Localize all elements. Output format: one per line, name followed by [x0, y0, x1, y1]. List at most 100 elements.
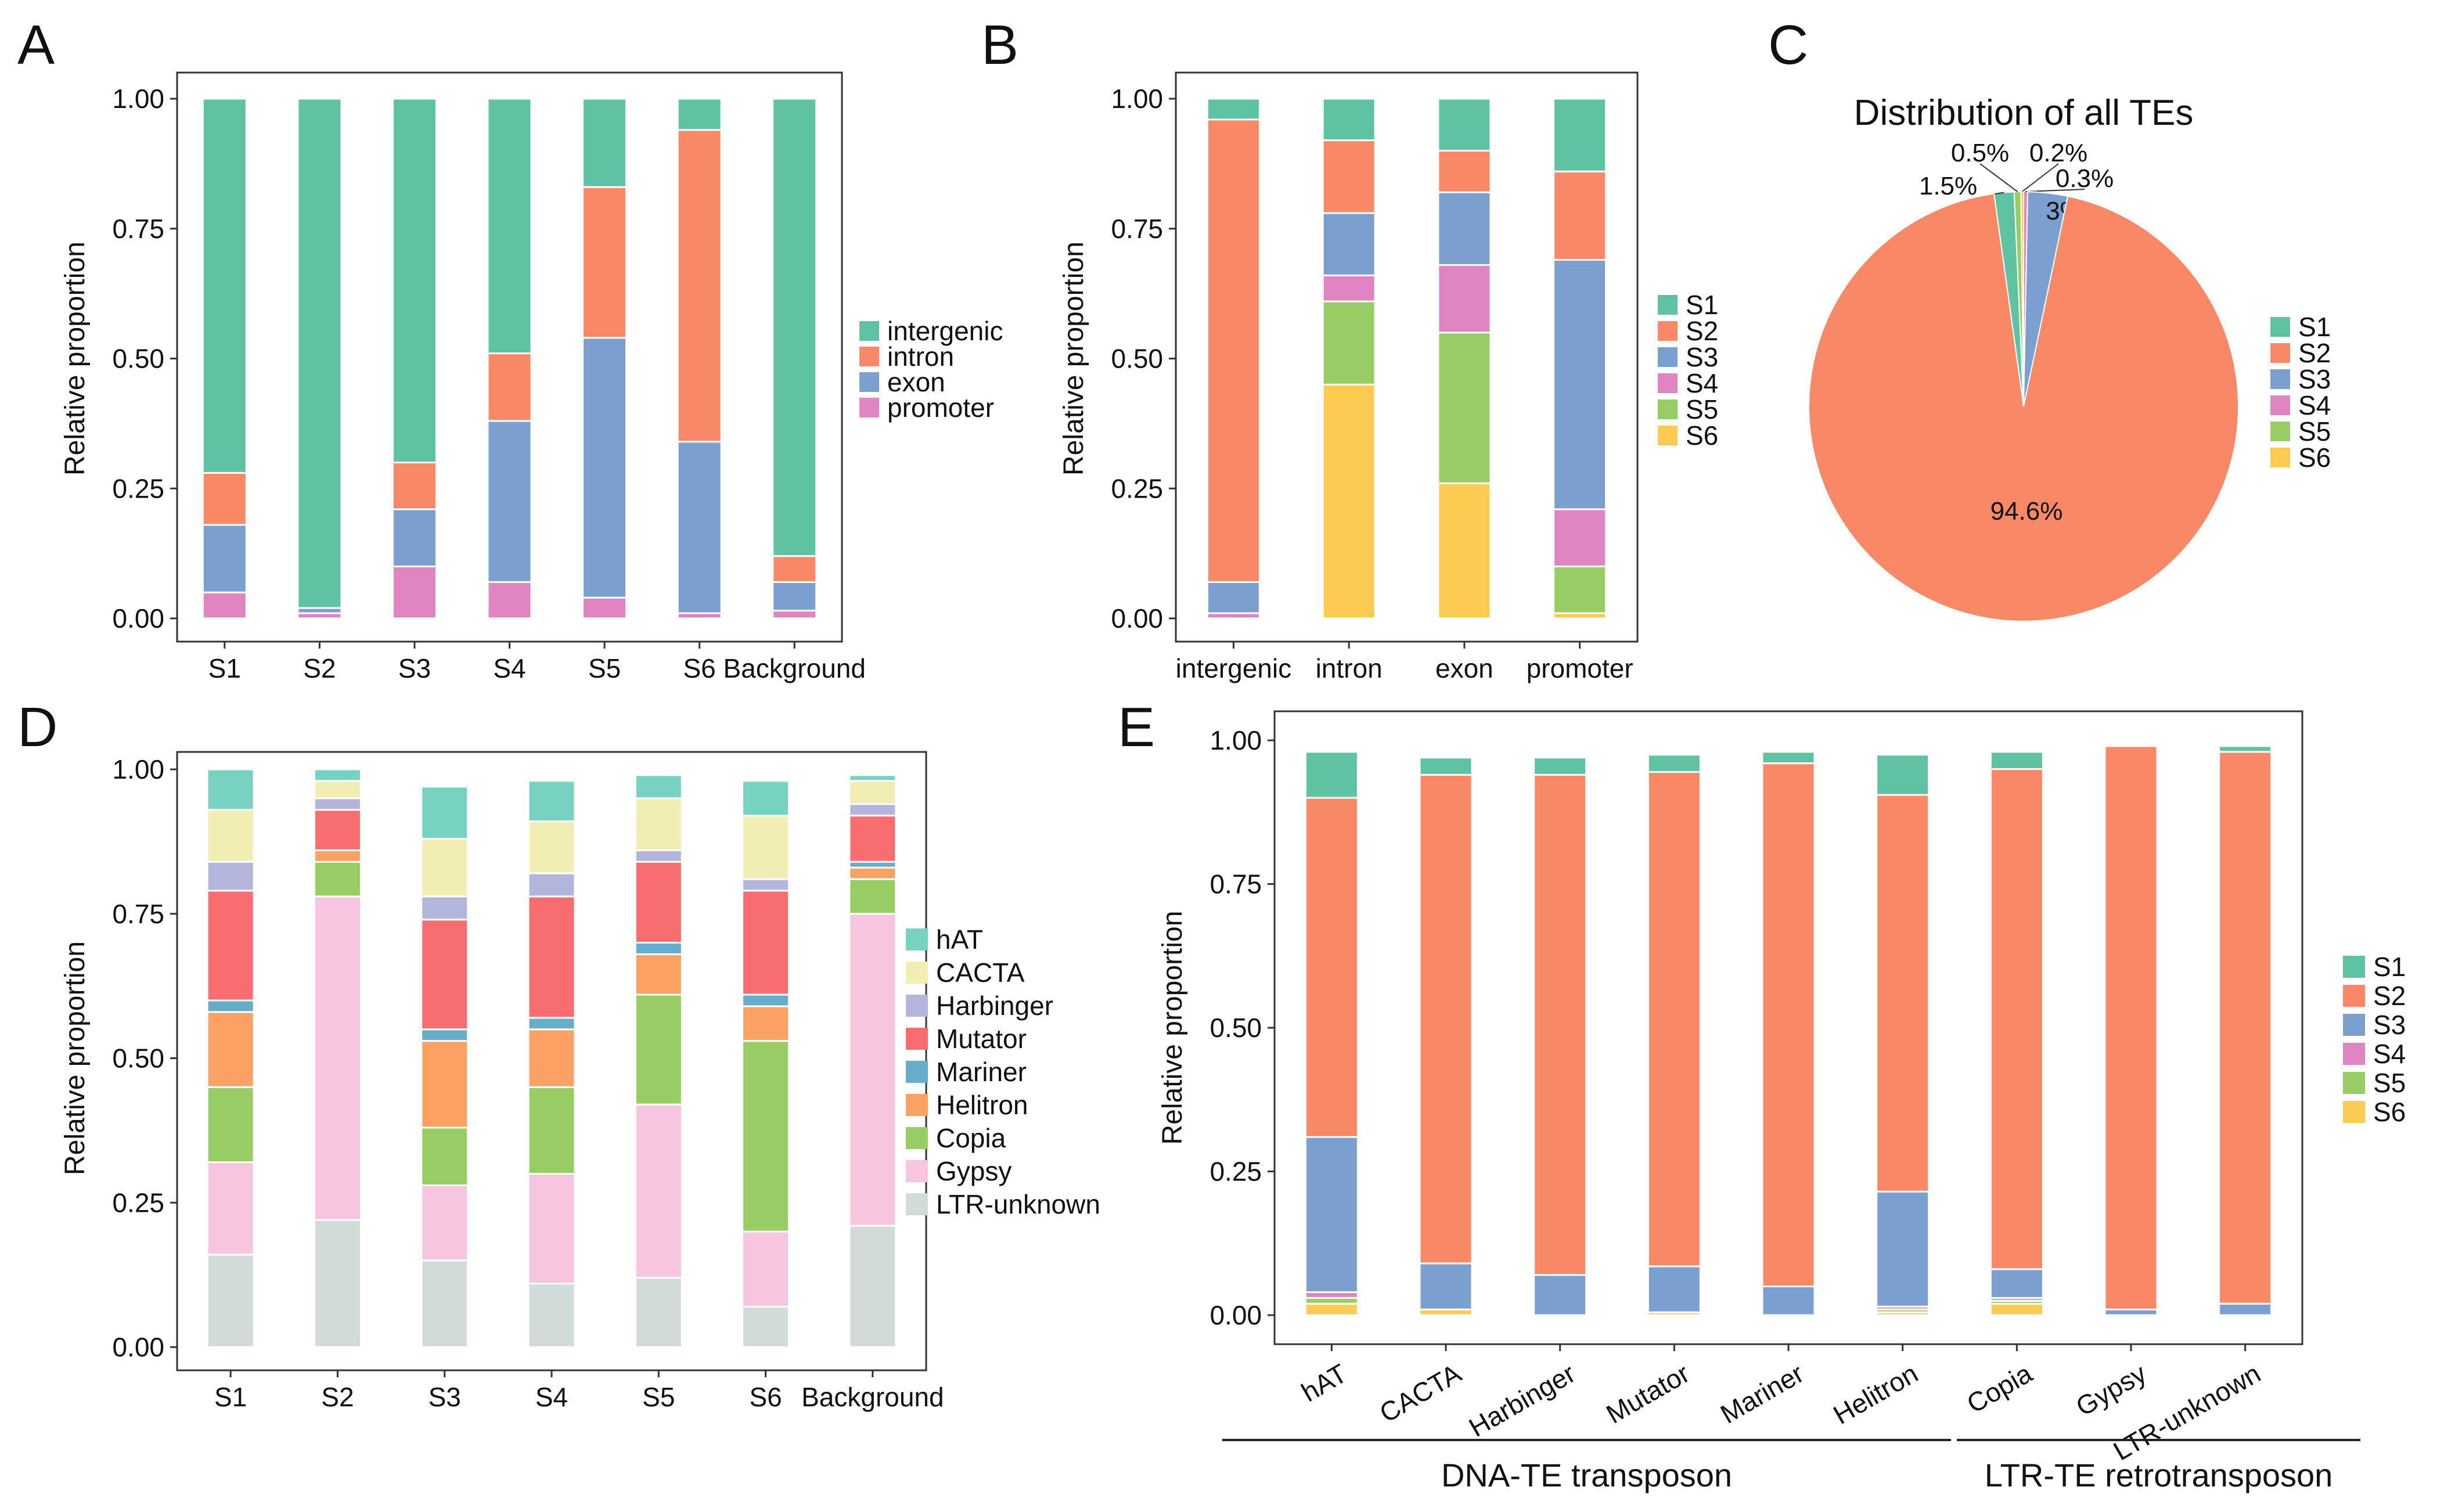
bar-intron-s4 [1322, 274, 1376, 303]
panel-letter-c: C [1768, 14, 1808, 76]
pie-label-s2: 94.6% [1991, 497, 2063, 525]
legend-swatch-mariner [906, 1061, 928, 1083]
legend-swatch-s2 [2343, 985, 2365, 1007]
pie-label-s4: 0.3% [2056, 164, 2114, 193]
legend-label-ltr-unknown: LTR-unknown [936, 1189, 1100, 1219]
legend-label-s6: S6 [2373, 1097, 2406, 1127]
y-tick-label: 0.25 [1111, 473, 1163, 503]
bar-s2-copia [313, 861, 362, 898]
bar-s4-gypsy [527, 1173, 576, 1285]
legend-label-s2: S2 [1686, 316, 1718, 346]
chart-d: 0.00 0.25 0.50 0.75 1.00 Relative proportion S… [60, 751, 944, 1412]
legend-label-s4: S4 [1686, 368, 1718, 398]
bar-s6-mutator [742, 890, 790, 996]
bar-s2-gypsy [313, 895, 362, 1221]
bar-background-gypsy [848, 913, 897, 1227]
y-axis-title: Relative proportion [60, 242, 91, 476]
y-tick-label: 0.75 [112, 899, 164, 929]
bar-s6-cacta [742, 815, 790, 880]
bar-s5-helitron [634, 953, 683, 996]
panel-letter-e: E [1118, 696, 1155, 758]
x-tick-label: Harbinger [1464, 1358, 1581, 1443]
bar-s3-ltr-unknown [420, 1259, 469, 1348]
bar-background-copia [848, 878, 897, 915]
bar-background-helitron [848, 866, 897, 880]
bar-exon-s4 [1437, 264, 1492, 334]
bar-s3-gypsy [420, 1184, 469, 1262]
y-tick-label: 0.00 [112, 1332, 164, 1362]
bar-s2-cacta [313, 780, 362, 800]
legend-swatch-intron [859, 347, 879, 366]
bar-background-cacta [848, 780, 897, 805]
pie-leader-s4 [2025, 189, 2085, 193]
y-tick-label: 1.00 [112, 84, 164, 114]
legend-label-helitron: Helitron [936, 1090, 1028, 1120]
bar-intron-s1 [1322, 98, 1376, 142]
bar-promoter-s1 [1553, 98, 1607, 172]
panel-letter-a: A [17, 14, 55, 76]
bar-s4-mutator [527, 895, 576, 1019]
legend-swatch-s2 [1658, 321, 1678, 341]
x-tick-label: S5 [588, 653, 621, 683]
bar-promoter-s5 [1553, 566, 1607, 614]
bar-background-mutator [848, 815, 897, 863]
legend-swatch-helitron [906, 1094, 928, 1116]
bar-s6-harbinger [742, 878, 790, 892]
bar-s5-mutator [634, 861, 683, 944]
y-axis-title: Relative proportion [1157, 911, 1188, 1145]
bar-s2-ltr-unknown [313, 1219, 362, 1348]
x-tick-label: intron [1316, 653, 1383, 683]
y-tick-label: 0.50 [112, 1043, 164, 1074]
legend-label-s4: S4 [2298, 390, 2331, 420]
bar-intron-s2 [1322, 139, 1376, 214]
bar-s5-cacta [634, 797, 683, 851]
bar-background-exon [772, 581, 818, 612]
bar-s1-harbinger [206, 861, 255, 892]
x-tick-label: S1 [214, 1382, 247, 1412]
bar-s1-mariner [206, 999, 255, 1013]
bar-harbinger-s1 [1533, 757, 1588, 776]
legend-swatch-s5 [1658, 399, 1678, 419]
bar-background-intron [772, 555, 818, 583]
bar-promoter-s4 [1553, 508, 1607, 567]
bar-cacta-s3 [1419, 1262, 1473, 1311]
legend-label-mariner: Mariner [936, 1057, 1027, 1087]
bar-ltr-unknown-s3 [2218, 1302, 2273, 1316]
legend-swatch-s3 [1658, 347, 1678, 367]
legend-label-promoter: promoter [887, 393, 994, 423]
legend-label-s2: S2 [2373, 981, 2406, 1011]
bar-s1-intergenic [201, 98, 247, 474]
bar-exon-s5 [1437, 332, 1492, 484]
bar-s3-exon [391, 508, 437, 567]
bar-helitron-s3 [1876, 1190, 1930, 1308]
legend-label-intergenic: intergenic [887, 316, 1003, 346]
bar-s6-ltr-unknown [742, 1305, 790, 1348]
pie-label-s5: 0.5% [1951, 139, 2009, 167]
bar-promoter-s3 [1553, 258, 1607, 510]
bar-s5-hat [634, 774, 683, 800]
legend-label-s6: S6 [1686, 420, 1718, 451]
chart-c: Distribution of all TEs1.5%0.5%0.2%0.3%3… [1808, 93, 2239, 622]
y-tick-label: 0.25 [112, 1187, 164, 1218]
bar-ltr-unknown-s2 [2218, 751, 2273, 1305]
bar-s5-exon [582, 337, 628, 599]
x-tick-label: intergenic [1176, 653, 1291, 683]
y-tick-label: 1.00 [1111, 84, 1163, 114]
x-tick-label: CACTA [1374, 1358, 1466, 1428]
bar-s5-promoter [582, 596, 628, 620]
bar-s6-intergenic [676, 98, 722, 131]
bar-s3-copia [420, 1126, 469, 1186]
y-tick-label: 1.00 [112, 754, 164, 784]
bar-copia-s2 [1989, 768, 2044, 1270]
legend-swatch-s1 [2270, 317, 2290, 337]
bar-s4-copia [527, 1086, 576, 1175]
bar-s3-intergenic [391, 98, 437, 463]
bar-cacta-s1 [1419, 757, 1473, 776]
bar-gypsy-s2 [2104, 745, 2158, 1311]
bar-exon-s6 [1437, 482, 1492, 620]
bar-s4-promoter [487, 581, 532, 620]
legend-label-s4: S4 [2373, 1039, 2406, 1069]
bar-background-intergenic [772, 98, 818, 557]
